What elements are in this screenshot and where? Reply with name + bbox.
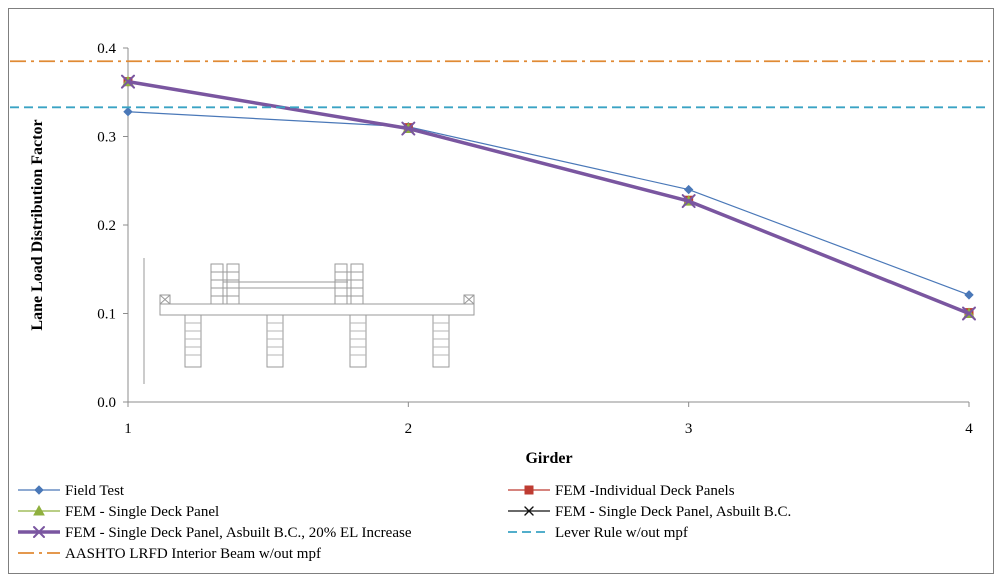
legend-item: FEM - Single Deck Panel	[18, 504, 219, 520]
x-tick-label: 1	[124, 421, 132, 437]
data-point	[964, 290, 974, 300]
legend-item: FEM -Individual Deck Panels	[508, 483, 735, 499]
data-point	[34, 485, 44, 495]
data-point-stroke	[401, 121, 416, 136]
data-point	[962, 306, 976, 321]
bridge-cross-section-sketch	[143, 258, 475, 384]
data-point	[524, 485, 534, 495]
data-point-stroke	[121, 74, 135, 89]
y-tick-label: 0.2	[97, 218, 116, 234]
x-tick-label: 3	[685, 421, 693, 437]
data-point	[121, 74, 135, 89]
legend-label: FEM - Single Deck Panel, Asbuilt B.C., 2…	[65, 525, 412, 541]
legend-item: AASHTO LRFD Interior Beam w/out mpf	[18, 546, 321, 562]
legend-label: FEM - Single Deck Panel, Asbuilt B.C.	[555, 504, 791, 520]
data-point	[123, 107, 133, 117]
data-point	[33, 504, 45, 516]
y-tick-label: 0.1	[97, 307, 116, 323]
series-line	[127, 79, 970, 316]
legend-label: Lever Rule w/out mpf	[555, 525, 688, 541]
data-point-stroke	[681, 194, 696, 209]
legend-label: AASHTO LRFD Interior Beam w/out mpf	[65, 546, 321, 562]
legend: Field Test FEM -Individual Deck Panels FEM…	[18, 483, 791, 562]
legend-item: FEM - Single Deck Panel, Asbuilt B.C., 2…	[18, 525, 412, 541]
legend-label: FEM - Single Deck Panel	[65, 504, 219, 520]
data-point	[33, 526, 45, 538]
series-line	[127, 111, 970, 296]
x-tick-label: 2	[405, 421, 413, 437]
chart-border	[8, 8, 994, 574]
legend-item: Lever Rule w/out mpf	[508, 525, 688, 541]
series-layer	[10, 60, 990, 321]
y-tick-label: 0.4	[97, 41, 116, 57]
data-point-stroke	[33, 526, 45, 538]
y-tick-label: 0.0	[97, 395, 116, 411]
data-point	[401, 121, 416, 136]
data-point	[524, 506, 534, 516]
x-tick-label: 4	[965, 421, 973, 437]
axes: 0.0 0.1 0.2 0.3 0.4 1 2 3 4	[97, 41, 973, 437]
legend-label: FEM -Individual Deck Panels	[555, 483, 735, 499]
series-5	[121, 74, 976, 321]
data-point	[683, 184, 694, 195]
x-axis-title: Girder	[525, 450, 572, 467]
legend-item: FEM - Single Deck Panel, Asbuilt B.C.	[508, 504, 791, 520]
legend-item: Field Test	[18, 483, 125, 499]
y-tick-label: 0.3	[97, 130, 116, 146]
data-point	[681, 194, 696, 209]
legend-label: Field Test	[65, 483, 125, 499]
y-axis-title: Lane Load Distribution Factor	[29, 119, 46, 330]
data-point-stroke	[524, 506, 534, 516]
data-point-stroke	[962, 306, 976, 321]
